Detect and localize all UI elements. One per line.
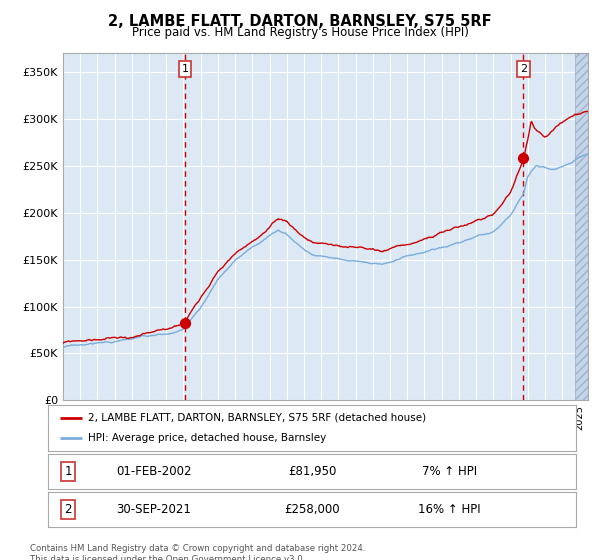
- Text: £258,000: £258,000: [284, 503, 340, 516]
- Point: [180, 319, 190, 328]
- Text: Contains HM Land Registry data © Crown copyright and database right 2024.
This d: Contains HM Land Registry data © Crown c…: [30, 544, 365, 560]
- Bar: [575, 53, 588, 400]
- Text: 16% ↑ HPI: 16% ↑ HPI: [418, 503, 481, 516]
- Text: 2: 2: [520, 64, 527, 74]
- Text: 7% ↑ HPI: 7% ↑ HPI: [422, 465, 477, 478]
- Text: Price paid vs. HM Land Registry's House Price Index (HPI): Price paid vs. HM Land Registry's House …: [131, 26, 469, 39]
- Text: 30-SEP-2021: 30-SEP-2021: [116, 503, 191, 516]
- Text: 2, LAMBE FLATT, DARTON, BARNSLEY, S75 5RF: 2, LAMBE FLATT, DARTON, BARNSLEY, S75 5R…: [108, 14, 492, 29]
- Text: £81,950: £81,950: [288, 465, 336, 478]
- Text: 01-FEB-2002: 01-FEB-2002: [116, 465, 191, 478]
- Text: 1: 1: [181, 64, 188, 74]
- Text: 1: 1: [64, 465, 72, 478]
- Bar: [575, 53, 588, 400]
- Text: HPI: Average price, detached house, Barnsley: HPI: Average price, detached house, Barn…: [88, 433, 326, 443]
- Point: [518, 154, 528, 163]
- Text: 2, LAMBE FLATT, DARTON, BARNSLEY, S75 5RF (detached house): 2, LAMBE FLATT, DARTON, BARNSLEY, S75 5R…: [88, 413, 426, 423]
- Text: 2: 2: [64, 503, 72, 516]
